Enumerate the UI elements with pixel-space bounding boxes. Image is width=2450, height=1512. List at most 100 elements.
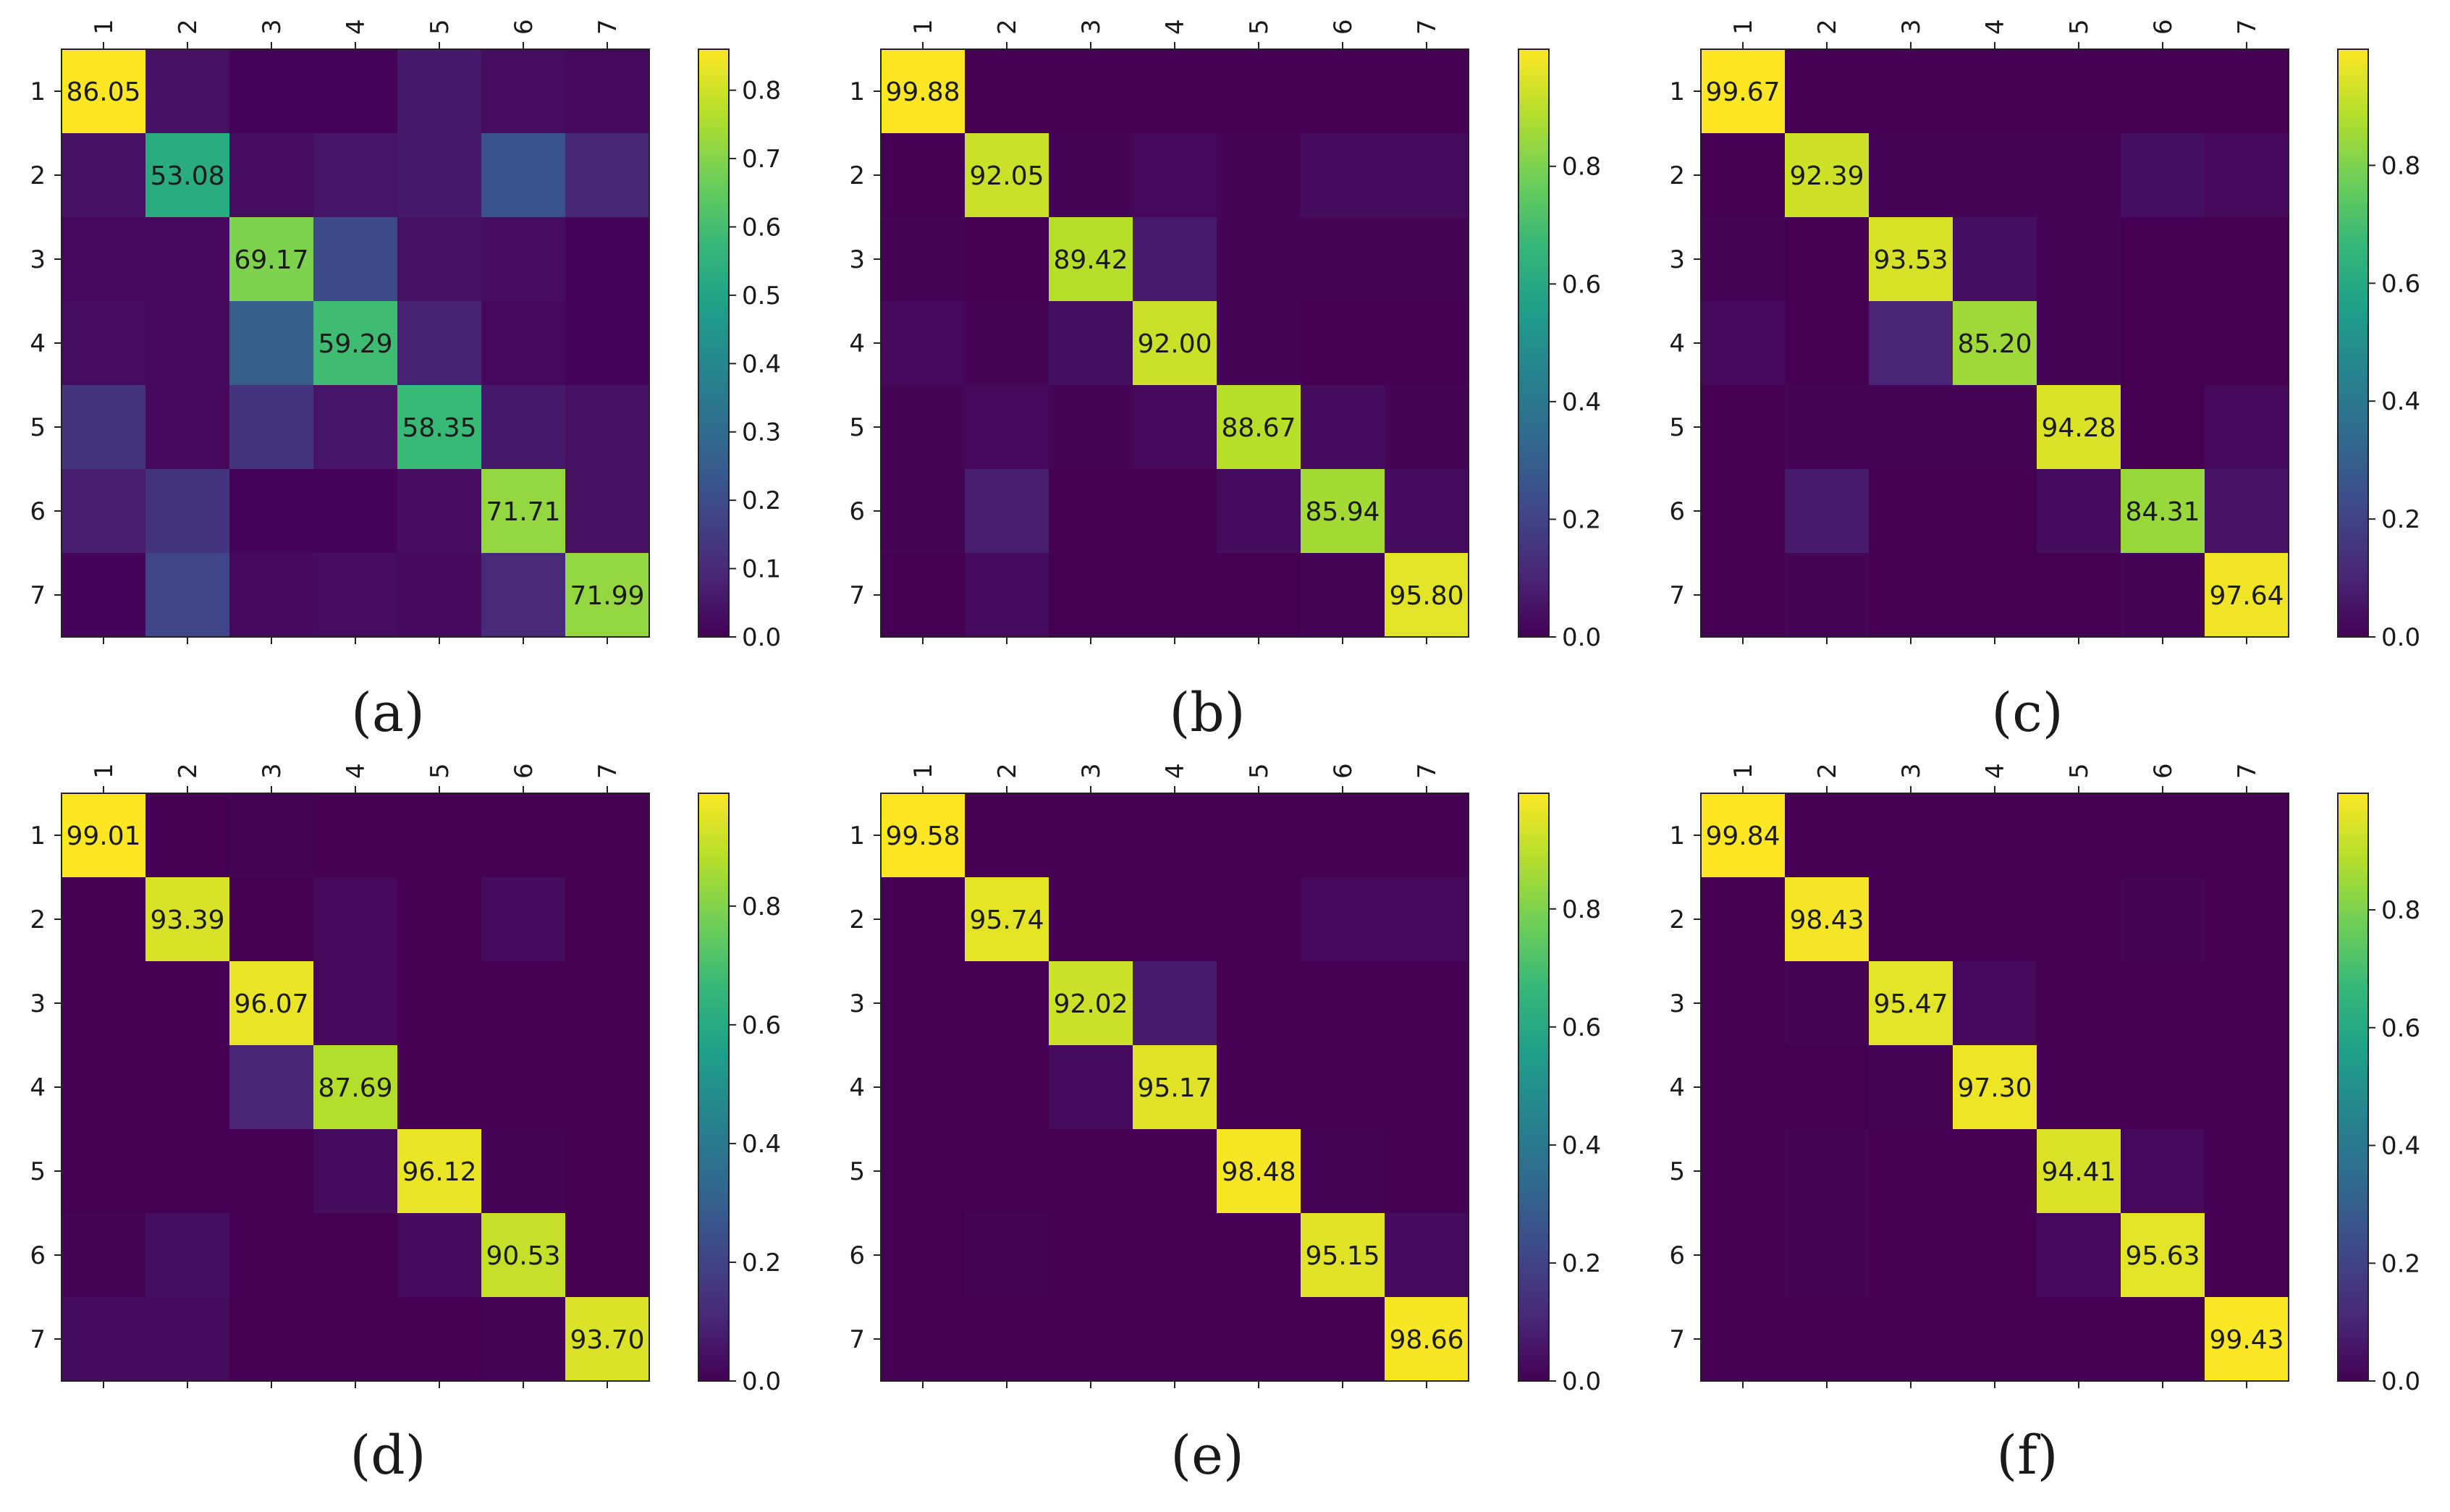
heatmap-cell: [1049, 133, 1133, 217]
y-tick-label: 4: [1669, 1073, 1685, 1102]
diagonal-value-label: 86.05: [66, 77, 140, 107]
panel-caption: (a): [351, 682, 425, 744]
colorbar-tick-label: 0.0: [742, 623, 781, 652]
heatmap-cell: [1869, 1129, 1953, 1213]
panel-caption: (c): [1991, 682, 2063, 744]
y-tick-label: 2: [30, 905, 46, 934]
heatmap-cell: [565, 877, 649, 961]
heatmap-cell: [2037, 793, 2121, 877]
diagonal-value-label: 99.88: [885, 77, 960, 107]
heatmap-cell: [1217, 1297, 1301, 1381]
heatmap-cell: [565, 1045, 649, 1129]
colorbar-tick-label: 0.6: [1562, 1013, 1601, 1042]
x-tick-label: 7: [594, 763, 622, 779]
colorbar: [1518, 793, 1550, 1382]
heatmap-cell: [1869, 217, 1953, 301]
diagonal-value-label: 90.53: [486, 1241, 560, 1271]
y-tick-label: 3: [30, 989, 46, 1018]
colorbar-tick-label: 0.2: [742, 486, 781, 515]
y-tick-label: 1: [849, 77, 865, 106]
heatmap-cell: [2037, 301, 2121, 385]
y-tick-label: 7: [849, 581, 865, 610]
x-tick-label: 4: [1981, 763, 2010, 779]
colorbar-tick-label: 0.4: [2381, 387, 2420, 416]
y-tick-label: 6: [849, 497, 865, 526]
heatmap-cell: [965, 877, 1049, 961]
heatmap-cell: [2205, 961, 2289, 1045]
x-tick-label: 7: [594, 19, 622, 35]
panel-caption: (f): [1996, 1424, 2058, 1487]
heatmap-cell: [62, 1129, 145, 1213]
heatmap-cell: [1217, 1213, 1301, 1297]
y-tick-label: 5: [849, 1157, 865, 1186]
diagonal-value-label: 71.99: [570, 581, 644, 611]
heatmap-cell: [62, 1045, 145, 1129]
heatmap-cell: [397, 385, 481, 469]
heatmap-cell: [881, 469, 965, 553]
heatmap-cell: [2205, 217, 2289, 301]
heatmap-cell: [2037, 1045, 2121, 1129]
y-tick-label: 4: [1669, 329, 1685, 358]
heatmap-cell: [2037, 217, 2121, 301]
heatmap-cell: [1869, 553, 1953, 637]
heatmap-cell: [145, 217, 229, 301]
heatmap-cell: [2037, 1297, 2121, 1381]
y-tick-label: 6: [1669, 497, 1685, 526]
y-tick-label: 1: [1669, 822, 1685, 850]
confusion-matrix-panel-c: 99.67 92.39 93.53 85.20 94.28 84.31 97.64 1 2 3 4 5…: [1669, 19, 2420, 744]
heatmap-cell: [2121, 469, 2205, 553]
heatmap-cell: [313, 877, 397, 961]
diagonal-value-label: 95.17: [1137, 1073, 1212, 1103]
colorbar-tick-label: 0.2: [1562, 1249, 1601, 1278]
diagonal-value-label: 58.35: [402, 413, 476, 443]
heatmap-cell: [1953, 793, 2037, 877]
heatmap-cell: [965, 1045, 1049, 1129]
diagonal-value-label: 89.42: [1053, 245, 1128, 275]
heatmap-cell: [1701, 877, 1785, 961]
x-tick-label: 2: [1813, 763, 1842, 779]
heatmap-cell: [1785, 469, 1869, 553]
heatmap-cell: [965, 1129, 1049, 1213]
heatmap-cell: [1869, 133, 1953, 217]
heatmap-cell: [1785, 133, 1869, 217]
heatmap-cell: [2121, 133, 2205, 217]
heatmap-cell: [2205, 469, 2289, 553]
x-tick-label: 5: [2065, 763, 2094, 779]
heatmap-cell: [565, 217, 649, 301]
heatmap-cell: [1869, 301, 1953, 385]
heatmap-cell: [62, 301, 145, 385]
heatmap-cell: [1953, 1297, 2037, 1381]
confusion-matrix-panel-a: 86.05 53.08 69.17 59.29 58.35 71.71 71.99 1 2 3 4 5…: [30, 19, 781, 744]
heatmap-cell: [313, 49, 397, 133]
diagonal-value-label: 53.08: [150, 161, 224, 191]
heatmap-cell: [229, 469, 313, 553]
heatmap-cell: [1385, 469, 1469, 553]
diagonal-value-label: 85.94: [1305, 497, 1380, 527]
heatmap-cell: [145, 877, 229, 961]
heatmap-cell: [145, 301, 229, 385]
heatmap-cell: [965, 49, 1049, 133]
heatmap-cell: [145, 1045, 229, 1129]
x-tick-label: 4: [1161, 19, 1190, 35]
heatmap-cell: [481, 1045, 565, 1129]
heatmap-cell: [881, 301, 965, 385]
heatmap-cell: [313, 1213, 397, 1297]
diagonal-value-label: 98.66: [1389, 1325, 1463, 1355]
heatmap-cell: [1869, 961, 1953, 1045]
colorbar-tick-label: 0.0: [742, 1367, 781, 1396]
diagonal-value-label: 96.07: [234, 989, 308, 1019]
x-tick-label: 2: [174, 19, 203, 35]
heatmap-cell: [1953, 301, 2037, 385]
heatmap-cell: [1385, 877, 1469, 961]
x-tick-label: 6: [2149, 763, 2178, 779]
heatmap-cell: [2121, 877, 2205, 961]
y-tick-label: 6: [30, 497, 46, 526]
y-tick-label: 5: [849, 413, 865, 442]
heatmap-cell: [1049, 553, 1133, 637]
heatmap-cell: [1301, 793, 1385, 877]
heatmap-cell: [1133, 1045, 1217, 1129]
colorbar-tick-label: 0.6: [1562, 270, 1601, 299]
x-tick-label: 3: [258, 19, 287, 35]
heatmap-cell: [2037, 1129, 2121, 1213]
